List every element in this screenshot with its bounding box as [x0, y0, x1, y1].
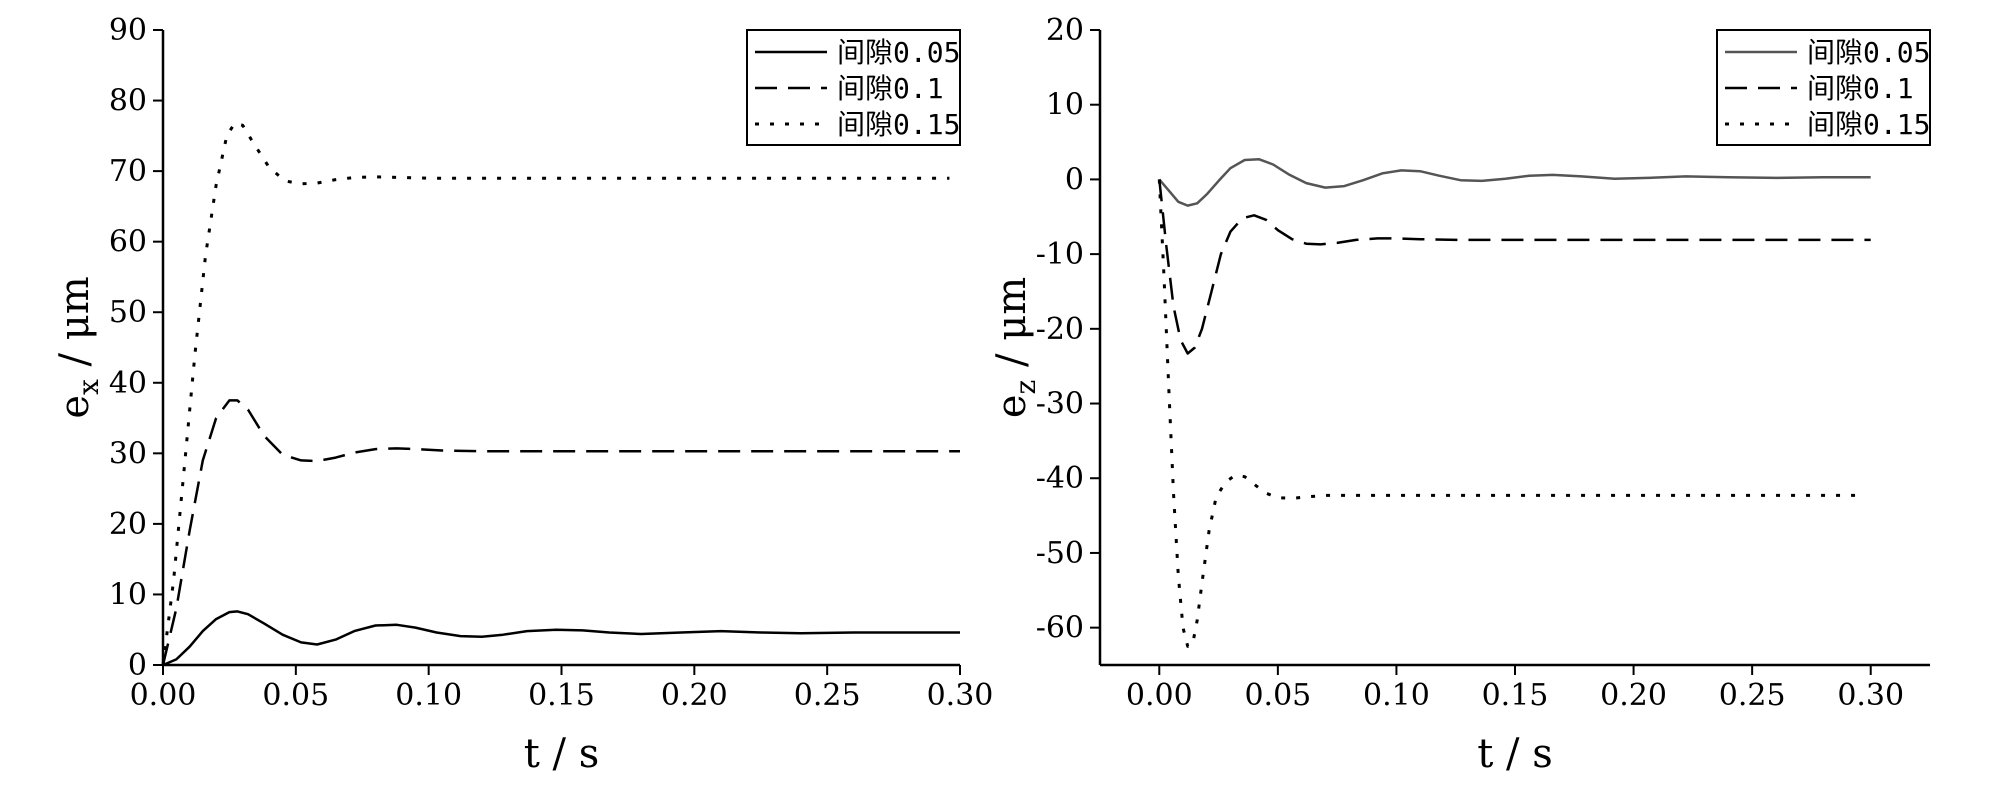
y-tick-label: 20	[109, 507, 147, 542]
y-axis-title: ex / μm	[52, 276, 105, 418]
x-tick-label: 0.25	[794, 678, 861, 713]
legend-label-3: 间隙0.15	[1807, 108, 1930, 141]
y-tick-label: 10	[109, 577, 147, 612]
x-axis-title: t / s	[524, 731, 600, 777]
y-tick-label: -60	[1036, 611, 1084, 646]
legend-label-1: 间隙0.05	[1807, 36, 1930, 69]
series-line-2	[1158, 179, 1871, 355]
legend-box	[1716, 29, 1931, 146]
y-tick-label: 50	[109, 295, 147, 330]
x-axis-title: t / s	[1477, 731, 1553, 777]
x-tick-label: 0.00	[1126, 678, 1193, 713]
chart-left: 0.00 0.05 0.10 0.15 0.20 0.25 0.30 0 10 20 30 40 50 6…	[52, 13, 993, 777]
y-tick-label: 70	[109, 154, 147, 189]
y-tick-label: 0	[128, 648, 147, 683]
y-axis-title: ez / μm	[989, 277, 1042, 418]
x-tick-label: 0.05	[262, 678, 329, 713]
y-tick-label: 10	[1046, 88, 1084, 123]
y-tick-label: 0	[1065, 162, 1084, 197]
y-tick-label: 30	[109, 436, 147, 471]
y-tick-label: -20	[1036, 312, 1084, 347]
y-tick-label: 90	[109, 13, 147, 48]
y-axis-title-sub: x	[72, 379, 105, 395]
x-tick-label: 0.10	[1363, 678, 1430, 713]
y-axis-title-sub: z	[1009, 380, 1042, 395]
x-tick-label: 0.05	[1244, 678, 1311, 713]
x-tick-label: 0.30	[1837, 678, 1904, 713]
series-line-1	[1158, 157, 1871, 207]
chart-right: 0.00 0.05 0.10 0.15 0.20 0.25 0.30 -60 -50 -40 -30…	[989, 13, 1931, 777]
legend-box	[746, 29, 961, 146]
y-axis-title-main: e	[52, 395, 98, 419]
legend-label-3: 间隙0.15	[837, 108, 960, 141]
x-tick-label: 0.25	[1719, 678, 1786, 713]
y-tick-label: 40	[109, 366, 147, 401]
legend-label-2: 间隙0.1	[1807, 72, 1914, 105]
series-line-3	[1157, 179, 1857, 648]
x-tick-label: 0.10	[395, 678, 462, 713]
series-line-3	[161, 121, 950, 666]
series-line-2	[161, 399, 960, 666]
y-tick-label: -40	[1036, 461, 1084, 496]
x-tick-label: 0.20	[661, 678, 728, 713]
y-axis-title-unit: / μm	[52, 276, 98, 379]
y-axis-title-unit: / μm	[989, 277, 1035, 380]
x-tick-label: 0.00	[130, 678, 197, 713]
x-tick-label: 0.20	[1600, 678, 1667, 713]
x-tick-label: 0.15	[1482, 678, 1549, 713]
legend-label-2: 间隙0.1	[837, 72, 944, 105]
series-line-1	[162, 610, 960, 667]
y-tick-label: 60	[109, 225, 147, 260]
y-tick-label: 80	[109, 84, 147, 119]
y-tick-label: -50	[1036, 536, 1084, 571]
y-axis-title-main: e	[989, 394, 1035, 418]
legend-label-1: 间隙0.05	[837, 36, 960, 69]
y-tick-label: 20	[1046, 13, 1084, 48]
x-tick-label: 0.30	[927, 678, 994, 713]
y-tick-label: -10	[1036, 237, 1084, 272]
y-tick-label: -30	[1036, 387, 1084, 422]
x-tick-label: 0.15	[528, 678, 595, 713]
